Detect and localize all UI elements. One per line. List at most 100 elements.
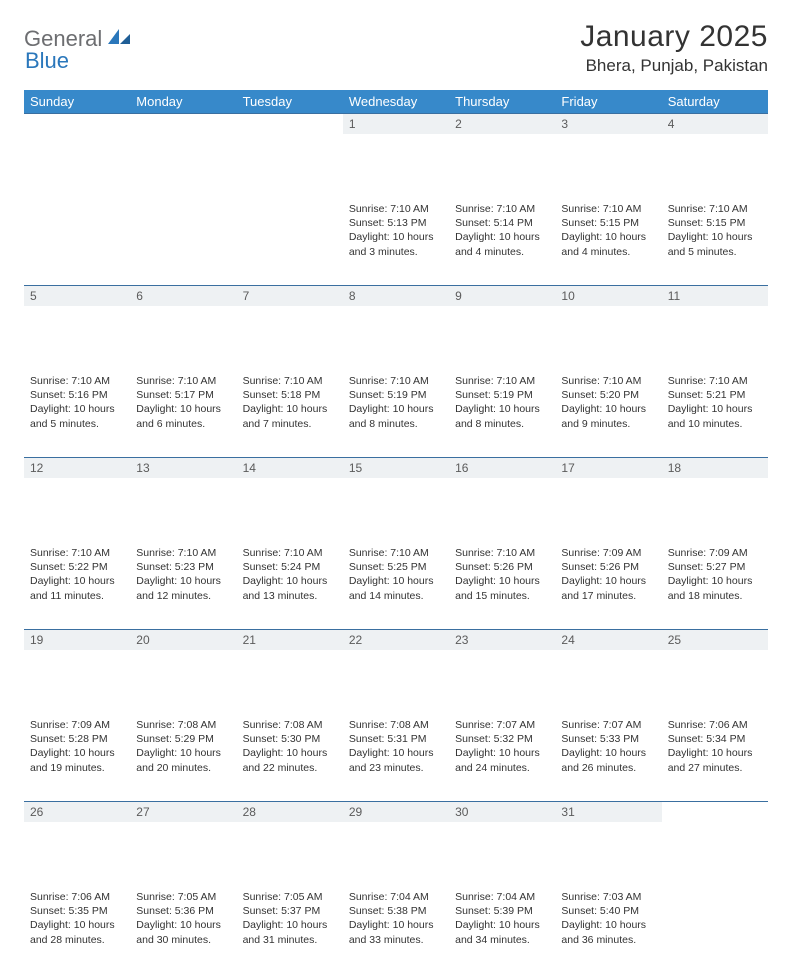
daylight-text-1: Daylight: 10 hours	[349, 574, 443, 588]
daylight-text-1: Daylight: 10 hours	[136, 402, 230, 416]
weekday-header: Tuesday	[237, 90, 343, 113]
daylight-text-2: and 34 minutes.	[455, 933, 549, 947]
title-block: January 2025 Bhera, Punjab, Pakistan	[580, 20, 768, 76]
day-cell	[24, 199, 130, 208]
day-number: 18	[662, 457, 768, 478]
day-cell: Sunrise: 7:06 AMSunset: 5:35 PMDaylight:…	[24, 887, 130, 953]
daylight-text-1: Daylight: 10 hours	[243, 918, 337, 932]
day-cell: Sunrise: 7:10 AMSunset: 5:19 PMDaylight:…	[449, 371, 555, 437]
day-number: 23	[449, 629, 555, 650]
daylight-text-1: Daylight: 10 hours	[561, 746, 655, 760]
day-number: 5	[24, 285, 130, 306]
sunrise-text: Sunrise: 7:06 AM	[30, 890, 124, 904]
location-subtitle: Bhera, Punjab, Pakistan	[580, 56, 768, 76]
daylight-text-2: and 4 minutes.	[455, 245, 549, 259]
page-header: General January 2025 Bhera, Punjab, Paki…	[24, 20, 768, 76]
day-number: 8	[343, 285, 449, 306]
sunset-text: Sunset: 5:36 PM	[136, 904, 230, 918]
day-cell	[662, 887, 768, 896]
day-number: 21	[237, 629, 343, 650]
daylight-text-2: and 24 minutes.	[455, 761, 549, 775]
daylight-text-2: and 20 minutes.	[136, 761, 230, 775]
sunset-text: Sunset: 5:27 PM	[668, 560, 762, 574]
daylight-text-2: and 30 minutes.	[136, 933, 230, 947]
sunrise-text: Sunrise: 7:05 AM	[136, 890, 230, 904]
day-cell: Sunrise: 7:10 AMSunset: 5:22 PMDaylight:…	[24, 543, 130, 609]
daylight-text-1: Daylight: 10 hours	[455, 746, 549, 760]
sunrise-text: Sunrise: 7:10 AM	[349, 202, 443, 216]
sunset-text: Sunset: 5:34 PM	[668, 732, 762, 746]
calendar-header-row: SundayMondayTuesdayWednesdayThursdayFrid…	[24, 90, 768, 113]
day-cell	[237, 199, 343, 208]
weekday-header: Saturday	[662, 90, 768, 113]
daylight-text-1: Daylight: 10 hours	[30, 918, 124, 932]
sunrise-text: Sunrise: 7:03 AM	[561, 890, 655, 904]
sunrise-text: Sunrise: 7:10 AM	[455, 374, 549, 388]
sunrise-text: Sunrise: 7:04 AM	[455, 890, 549, 904]
sunset-text: Sunset: 5:17 PM	[136, 388, 230, 402]
sunset-text: Sunset: 5:39 PM	[455, 904, 549, 918]
daylight-text-2: and 8 minutes.	[455, 417, 549, 431]
day-number: 25	[662, 629, 768, 650]
sunrise-text: Sunrise: 7:10 AM	[349, 374, 443, 388]
day-cell: Sunrise: 7:09 AMSunset: 5:27 PMDaylight:…	[662, 543, 768, 609]
sunset-text: Sunset: 5:21 PM	[668, 388, 762, 402]
daylight-text-1: Daylight: 10 hours	[243, 746, 337, 760]
day-number: 11	[662, 285, 768, 306]
sunset-text: Sunset: 5:33 PM	[561, 732, 655, 746]
daylight-text-1: Daylight: 10 hours	[668, 574, 762, 588]
daylight-text-2: and 22 minutes.	[243, 761, 337, 775]
day-number: 29	[343, 801, 449, 822]
daylight-text-2: and 18 minutes.	[668, 589, 762, 603]
daylight-text-1: Daylight: 10 hours	[243, 402, 337, 416]
sunset-text: Sunset: 5:26 PM	[455, 560, 549, 574]
day-number: 4	[662, 113, 768, 134]
daylight-text-2: and 5 minutes.	[668, 245, 762, 259]
day-number: 26	[24, 801, 130, 822]
day-number: 15	[343, 457, 449, 478]
daylight-text-2: and 15 minutes.	[455, 589, 549, 603]
day-number: 27	[130, 801, 236, 822]
day-number: 14	[237, 457, 343, 478]
daylight-text-2: and 17 minutes.	[561, 589, 655, 603]
daylight-text-2: and 19 minutes.	[30, 761, 124, 775]
day-cell: Sunrise: 7:10 AMSunset: 5:20 PMDaylight:…	[555, 371, 661, 437]
day-number: 9	[449, 285, 555, 306]
brand-text-blue-wrap: Blue	[24, 48, 69, 74]
daylight-text-1: Daylight: 10 hours	[455, 574, 549, 588]
sunrise-text: Sunrise: 7:10 AM	[668, 202, 762, 216]
daylight-text-2: and 5 minutes.	[30, 417, 124, 431]
sunrise-text: Sunrise: 7:07 AM	[455, 718, 549, 732]
day-cell: Sunrise: 7:04 AMSunset: 5:39 PMDaylight:…	[449, 887, 555, 953]
daylight-text-1: Daylight: 10 hours	[561, 402, 655, 416]
day-cell: Sunrise: 7:05 AMSunset: 5:36 PMDaylight:…	[130, 887, 236, 953]
day-cell: Sunrise: 7:05 AMSunset: 5:37 PMDaylight:…	[237, 887, 343, 953]
daylight-text-1: Daylight: 10 hours	[136, 746, 230, 760]
day-cell: Sunrise: 7:10 AMSunset: 5:24 PMDaylight:…	[237, 543, 343, 609]
day-number: 7	[237, 285, 343, 306]
daylight-text-1: Daylight: 10 hours	[668, 230, 762, 244]
daylight-text-1: Daylight: 10 hours	[561, 230, 655, 244]
daylight-text-2: and 23 minutes.	[349, 761, 443, 775]
daylight-text-1: Daylight: 10 hours	[668, 402, 762, 416]
daylight-text-2: and 11 minutes.	[30, 589, 124, 603]
sunset-text: Sunset: 5:16 PM	[30, 388, 124, 402]
day-number: 19	[24, 629, 130, 650]
day-cell: Sunrise: 7:10 AMSunset: 5:19 PMDaylight:…	[343, 371, 449, 437]
sunset-text: Sunset: 5:22 PM	[30, 560, 124, 574]
daylight-text-1: Daylight: 10 hours	[668, 746, 762, 760]
daylight-text-1: Daylight: 10 hours	[455, 918, 549, 932]
day-cell: Sunrise: 7:10 AMSunset: 5:21 PMDaylight:…	[662, 371, 768, 437]
day-cell: Sunrise: 7:09 AMSunset: 5:26 PMDaylight:…	[555, 543, 661, 609]
sunset-text: Sunset: 5:18 PM	[243, 388, 337, 402]
daylight-text-2: and 14 minutes.	[349, 589, 443, 603]
sunrise-text: Sunrise: 7:10 AM	[136, 546, 230, 560]
day-number: 6	[130, 285, 236, 306]
sunrise-text: Sunrise: 7:08 AM	[243, 718, 337, 732]
day-number	[24, 113, 130, 134]
month-title: January 2025	[580, 20, 768, 54]
day-cell: Sunrise: 7:08 AMSunset: 5:31 PMDaylight:…	[343, 715, 449, 781]
daylight-text-2: and 4 minutes.	[561, 245, 655, 259]
daylight-text-2: and 7 minutes.	[243, 417, 337, 431]
daylight-text-2: and 13 minutes.	[243, 589, 337, 603]
